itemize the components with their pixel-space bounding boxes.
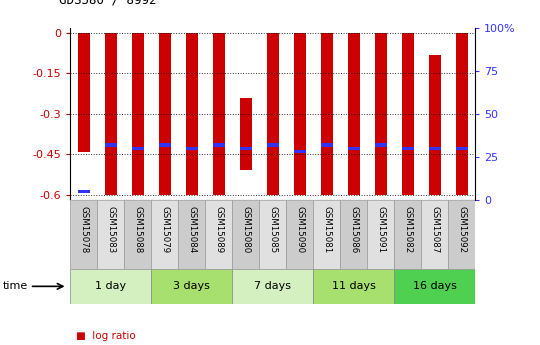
Text: 11 days: 11 days (332, 282, 376, 291)
Bar (186, 147, 198, 150)
Bar (240, 147, 252, 150)
Bar (213, 143, 225, 147)
Bar (348, 33, 360, 195)
Bar (456, 33, 468, 195)
Bar (97, 200, 124, 269)
Bar (313, 269, 394, 304)
Bar (70, 269, 151, 304)
Text: GSM15078: GSM15078 (79, 206, 88, 253)
Bar (375, 143, 387, 147)
Bar (159, 33, 171, 195)
Text: GSM15081: GSM15081 (322, 206, 331, 253)
Bar (429, 147, 441, 150)
Bar (124, 200, 151, 269)
Bar (294, 33, 306, 195)
Text: GSM15089: GSM15089 (214, 206, 223, 253)
Bar (105, 33, 117, 195)
Text: 3 days: 3 days (173, 282, 210, 291)
Bar (78, 33, 90, 151)
Text: time: time (3, 282, 28, 291)
Text: GSM15091: GSM15091 (376, 206, 385, 253)
Text: ■  log ratio: ■ log ratio (76, 331, 136, 341)
Bar (232, 269, 313, 304)
Bar (70, 200, 97, 269)
Text: GSM15079: GSM15079 (160, 206, 169, 253)
Bar (394, 200, 421, 269)
Bar (448, 200, 475, 269)
Bar (205, 200, 232, 269)
Bar (186, 33, 198, 195)
Text: GSM15090: GSM15090 (295, 206, 304, 253)
Bar (78, 190, 90, 193)
Bar (132, 33, 144, 195)
Bar (394, 269, 475, 304)
Text: 1 day: 1 day (95, 282, 126, 291)
Bar (321, 33, 333, 195)
Bar (313, 200, 340, 269)
Bar (105, 143, 117, 147)
Text: 7 days: 7 days (254, 282, 291, 291)
Bar (213, 33, 225, 195)
Bar (340, 200, 367, 269)
Bar (402, 147, 414, 150)
Text: GSM15082: GSM15082 (403, 206, 412, 253)
Text: GSM15084: GSM15084 (187, 206, 196, 253)
Bar (132, 147, 144, 150)
Bar (421, 200, 448, 269)
Bar (321, 143, 333, 147)
Bar (267, 33, 279, 195)
Text: GDS580 / 8992: GDS580 / 8992 (59, 0, 157, 7)
Bar (367, 200, 394, 269)
Text: GSM15085: GSM15085 (268, 206, 277, 253)
Bar (402, 33, 414, 195)
Bar (259, 200, 286, 269)
Bar (159, 143, 171, 147)
Bar (151, 200, 178, 269)
Bar (178, 200, 205, 269)
Bar (151, 269, 232, 304)
Text: GSM15092: GSM15092 (457, 206, 466, 253)
Bar (286, 200, 313, 269)
Bar (294, 150, 306, 154)
Text: 16 days: 16 days (413, 282, 457, 291)
Bar (429, 55, 441, 195)
Text: GSM15080: GSM15080 (241, 206, 250, 253)
Text: GSM15083: GSM15083 (106, 206, 115, 253)
Text: GSM15087: GSM15087 (430, 206, 439, 253)
Text: GSM15086: GSM15086 (349, 206, 358, 253)
Bar (456, 147, 468, 150)
Bar (267, 143, 279, 147)
Bar (232, 200, 259, 269)
Text: GSM15088: GSM15088 (133, 206, 142, 253)
Bar (348, 147, 360, 150)
Bar (240, 98, 252, 170)
Bar (375, 33, 387, 195)
